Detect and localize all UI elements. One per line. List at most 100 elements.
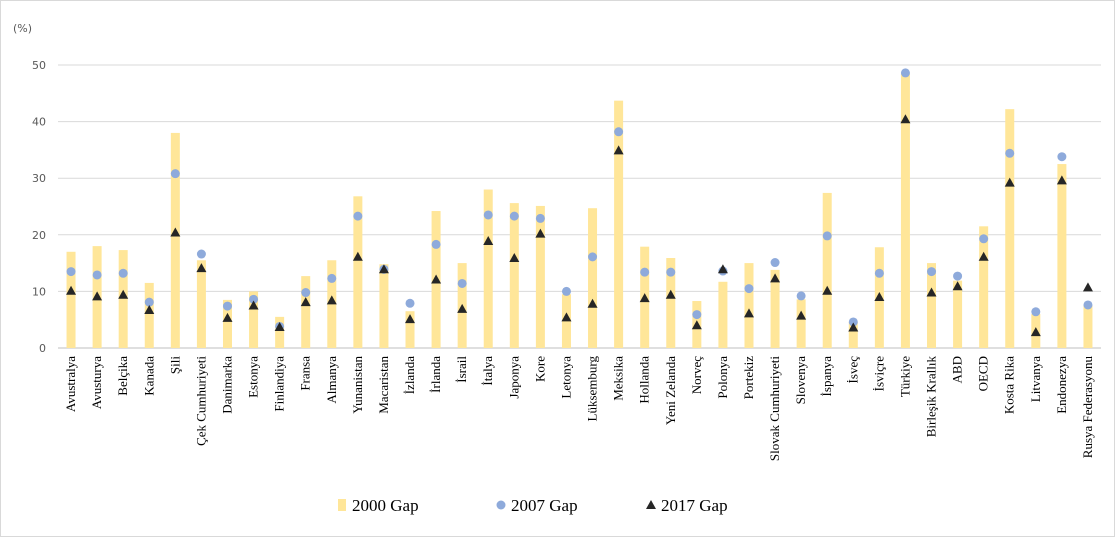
x-tick-label: Rusya Federasyonu [1080,356,1095,459]
point-circle [301,288,311,298]
point-triangle [1056,175,1067,185]
point-triangle [613,145,624,155]
point-circle [744,284,754,294]
y-tick-label: 50 [32,59,46,72]
bar [509,203,519,348]
bar [196,260,206,348]
point-triangle [300,297,311,307]
x-tick-label: Yeni Zelanda [663,356,678,425]
point-triangle [326,295,337,305]
point-triangle [405,314,416,324]
x-tick-label: İsviçre [871,356,886,392]
x-tick-label: İrlanda [428,356,443,393]
x-tick-label: İsrail [454,356,469,383]
point-circle [170,169,180,179]
bar [66,251,76,348]
x-tick-label: Slovak Cumhuriyeti [767,356,782,461]
x-tick-label: Avustralya [63,356,78,412]
bar [744,263,754,348]
legend-swatch-circle [496,500,506,510]
bar [222,299,232,348]
point-circle [614,127,624,137]
point-circle [666,267,676,277]
point-circle [222,301,232,311]
x-tick-label: Fransa [298,356,313,391]
bar [535,205,545,348]
point-triangle [926,287,937,297]
point-triangle [222,312,233,322]
bar [118,250,128,348]
point-triangle [848,322,859,332]
point-triangle [717,264,728,274]
bar [822,192,832,348]
x-tick-label: Çek Cumhuriyeti [193,356,208,446]
y-tick-label: 40 [32,116,46,129]
point-triangle [874,291,885,301]
point-triangle [509,252,520,262]
x-tick-label: Birleşik Krallık [924,356,939,438]
legend-label: 2007 Gap [511,496,578,515]
point-triangle [691,320,702,330]
point-triangle [535,228,546,238]
point-circle [405,298,415,308]
x-tick-label: İsveç [845,356,860,384]
bar [848,321,858,348]
point-triangle [118,289,129,299]
x-tick-label: Şili [167,356,182,374]
point-circle [640,267,650,277]
point-circle [118,268,128,278]
y-tick-label: 10 [32,285,46,298]
bar [1083,305,1093,348]
point-circle [92,270,102,280]
bar [301,276,311,348]
point-circle [196,249,206,259]
point-circle [874,268,884,278]
point-circle [770,258,780,268]
point-circle [822,231,832,241]
point-circle [249,294,259,304]
legend: 2000 Gap 2007 Gap 2017 Gap [338,496,728,515]
x-tick-label: Macaristan [376,356,391,414]
x-tick-label: Portekiz [741,356,756,400]
point-circle [353,211,363,221]
point-triangle [483,235,494,245]
bar [249,291,259,348]
point-triangle [952,281,963,291]
bar [588,208,598,348]
bar [144,282,154,348]
x-tick-label: Slovenya [793,356,808,405]
bar [718,281,728,348]
ticks-layer: 0 10 20 30 40 50 Avustralya Avusturya Belçika Kan… [32,59,1095,461]
point-triangle [170,227,181,237]
bar [379,264,389,348]
point-triangle [743,308,754,318]
legend-swatch-triangle [646,500,656,509]
x-tick-label: Polonya [715,356,730,399]
point-triangle [66,285,77,295]
point-triangle [822,285,833,295]
point-circle [327,273,337,283]
point-circle [927,267,937,277]
point-circle [1057,152,1067,162]
x-tick-label: Kore [532,356,547,382]
bar [275,316,285,348]
point-circle [144,297,154,307]
point-circle [1031,307,1041,317]
x-tick-label: Norveç [689,356,704,394]
x-tick-label: Japonya [506,356,521,399]
x-tick-label: Hollanda [637,356,652,404]
point-circle [483,210,493,220]
point-circle [509,211,519,221]
point-circle [953,271,963,281]
point-triangle [352,251,363,261]
x-tick-label: Kanada [141,356,156,396]
bars-layer [66,73,1093,349]
point-circle [900,68,910,78]
point-triangle [1004,177,1015,187]
x-tick-label: Almanya [324,356,339,404]
legend-label: 2017 Gap [661,496,728,515]
x-tick-label: Avusturya [89,356,104,409]
point-triangle [587,298,598,308]
x-tick-label: Kosta Rika [1002,356,1017,414]
